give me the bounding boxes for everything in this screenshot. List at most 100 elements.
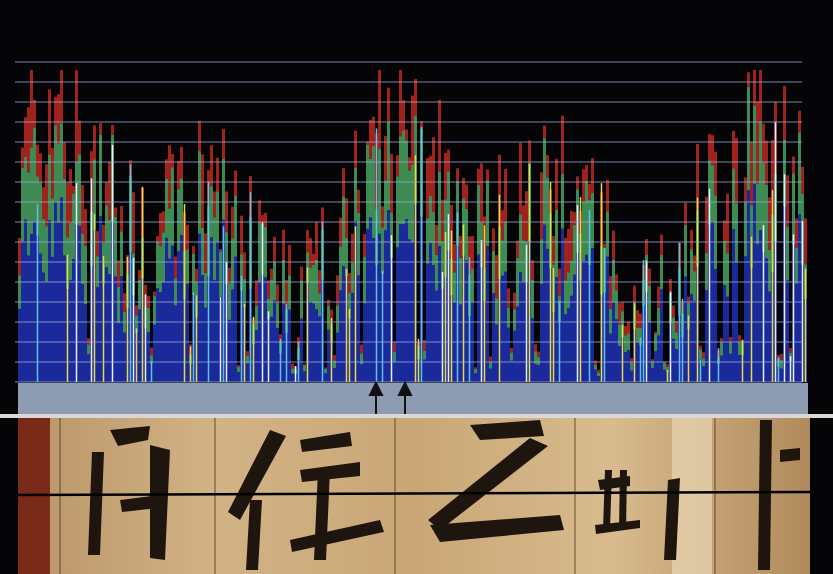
trace-red <box>408 157 411 170</box>
trace-red <box>501 210 504 240</box>
trace-blue <box>69 280 72 382</box>
trace-red <box>765 141 768 185</box>
trace-red <box>654 332 657 334</box>
trace-red <box>633 286 636 303</box>
trace-green <box>81 234 84 284</box>
trace-green <box>264 227 267 277</box>
trace-green <box>276 303 279 328</box>
trace-green <box>180 179 183 236</box>
trace-red <box>36 145 39 176</box>
trace-blue <box>609 334 612 382</box>
trace-green <box>45 226 48 282</box>
trace-green <box>519 215 522 272</box>
trace-blue <box>120 276 123 382</box>
trace-green <box>21 168 24 241</box>
trace-green <box>63 179 66 255</box>
trace-green <box>432 212 435 265</box>
trace-blue <box>78 226 81 382</box>
trace-blue <box>159 292 162 382</box>
trace-blue <box>42 273 45 382</box>
trace-green <box>165 179 168 238</box>
trace-blue <box>258 282 261 382</box>
trace-blue <box>54 202 57 382</box>
trace-red <box>588 184 591 200</box>
trace-red <box>567 229 570 272</box>
trace-red <box>300 266 303 280</box>
trace-green <box>360 353 363 364</box>
trace-blue <box>399 224 402 382</box>
trace-red <box>672 306 675 318</box>
trace-blue <box>570 296 573 382</box>
trace-green <box>594 365 597 370</box>
trace-green <box>234 195 237 256</box>
trace-green <box>531 280 534 319</box>
trace-red <box>180 147 183 179</box>
trace-red <box>648 268 651 286</box>
trace-blue <box>501 276 504 382</box>
trace-blue <box>618 346 621 382</box>
trace-red <box>387 88 390 121</box>
trace-red <box>216 158 219 192</box>
trace-red <box>54 97 57 126</box>
trace-red <box>360 345 363 354</box>
trace-red <box>324 368 327 369</box>
trace-green <box>270 280 273 317</box>
trace-red <box>168 145 171 208</box>
trace-red <box>750 142 753 205</box>
trace-green <box>156 242 159 289</box>
trace-red <box>63 142 66 179</box>
trace-green <box>378 149 381 234</box>
trace-red <box>276 284 279 302</box>
trace-blue <box>516 307 519 382</box>
trace-green <box>660 255 663 289</box>
trace-green <box>573 225 576 275</box>
trace-red <box>81 185 84 234</box>
trace-green <box>630 363 633 371</box>
trace-red <box>351 234 354 263</box>
trace-green <box>675 332 678 349</box>
trace-green <box>69 223 72 280</box>
trace-green <box>744 202 747 256</box>
trace-blue <box>504 272 507 382</box>
trace-red <box>402 100 405 130</box>
trace-red <box>138 270 141 280</box>
trace-green <box>369 159 372 218</box>
trace-red <box>660 235 663 255</box>
trace-red <box>42 187 45 218</box>
trace-green <box>429 196 432 243</box>
trace-blue <box>597 376 600 382</box>
trace-red <box>66 183 69 238</box>
trace-blue <box>108 274 111 382</box>
trace-green <box>699 349 702 359</box>
trace-blue <box>372 238 375 382</box>
trace-green <box>393 352 396 362</box>
trace-red <box>72 186 75 194</box>
trace-red <box>585 165 588 181</box>
trace-red <box>75 70 78 161</box>
trace-red <box>705 197 708 253</box>
trace-green <box>405 141 408 220</box>
trace-green <box>507 308 510 328</box>
trace-red <box>453 244 456 272</box>
trace-blue <box>147 332 150 382</box>
trace-blue <box>663 370 666 382</box>
trace-green <box>591 193 594 248</box>
trace-red <box>564 238 567 281</box>
trace-green <box>327 306 330 330</box>
trace-blue <box>342 266 345 382</box>
trace-red <box>492 228 495 250</box>
trace-green <box>138 280 141 310</box>
trace-blue <box>606 256 609 382</box>
trace-blue <box>723 285 726 382</box>
trace-red <box>618 303 621 324</box>
trace-blue <box>432 265 435 382</box>
trace-green <box>723 241 726 285</box>
trace-green <box>216 191 219 242</box>
trace-blue <box>531 318 534 382</box>
trace-red <box>525 191 528 241</box>
trace-green <box>546 178 549 249</box>
trace-red <box>699 346 702 350</box>
trace-green <box>672 318 675 339</box>
scene <box>0 0 833 574</box>
trace-blue <box>747 190 750 382</box>
